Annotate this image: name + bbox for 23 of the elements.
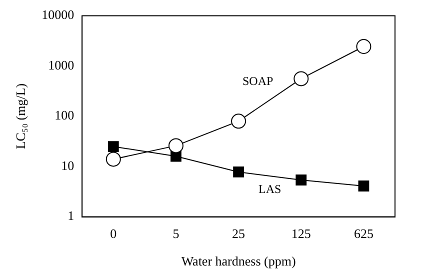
series-label: SOAP [242, 74, 274, 88]
x-tick-label: 125 [291, 226, 311, 242]
y-tick-label: 1000 [48, 57, 74, 72]
point [108, 141, 119, 152]
point [356, 38, 372, 54]
point [106, 152, 121, 167]
point [296, 174, 307, 186]
series-label: LAS [258, 182, 282, 196]
point [231, 114, 246, 129]
y-tick-label: 10000 [42, 7, 74, 22]
y-tick-label: 10 [61, 158, 74, 173]
y-axis-title: LC₅₀ (mg/L) [13, 83, 28, 150]
y-tick-label: 100 [54, 108, 74, 123]
y-tick-label: 1 [68, 208, 74, 224]
point [168, 138, 184, 154]
x-tick-label: 5 [172, 226, 180, 242]
x-axis-title: Water hardness (ppm) [181, 254, 296, 269]
x-tick-label: 25 [232, 226, 246, 242]
x-tick-label: 625 [354, 226, 374, 242]
x-tick-label: 0 [110, 226, 117, 242]
point [294, 71, 309, 86]
point [358, 180, 370, 192]
point [233, 166, 244, 178]
